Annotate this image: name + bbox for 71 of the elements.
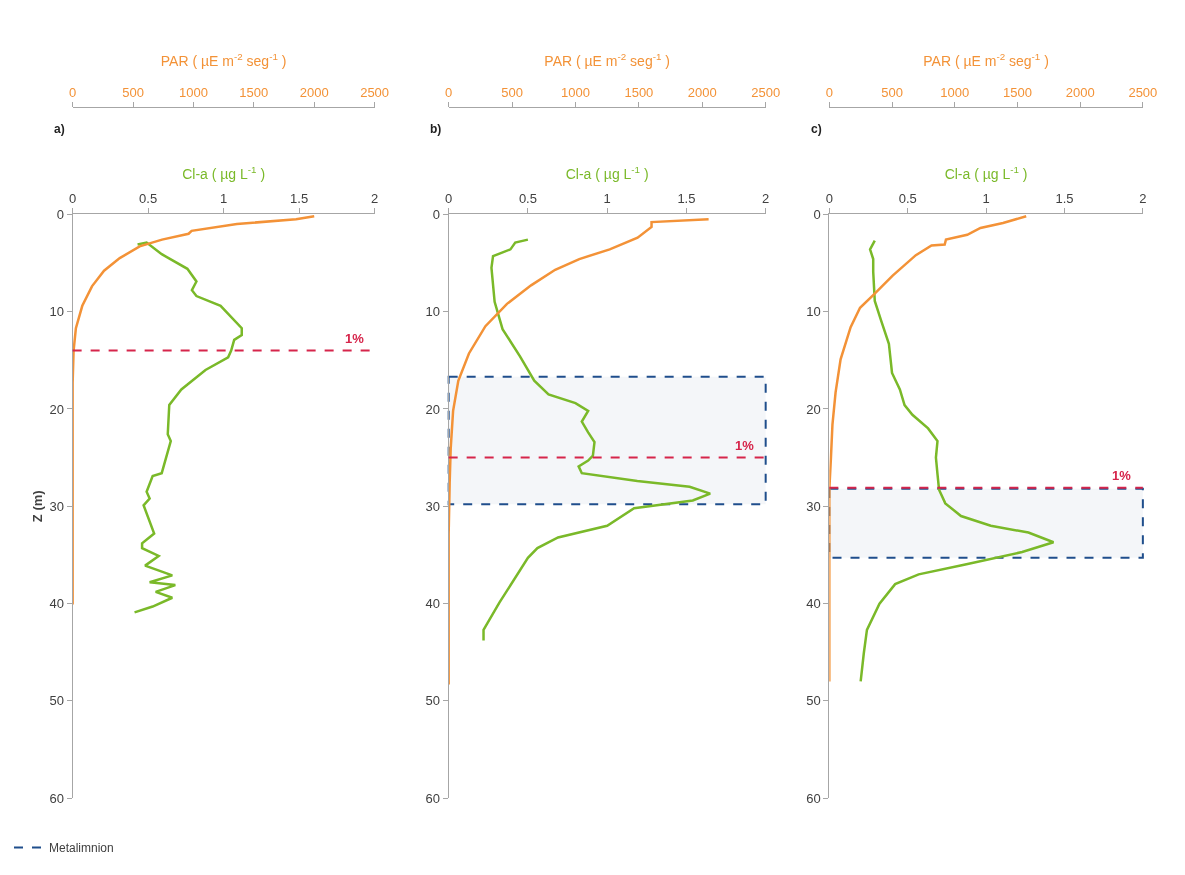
annotation: 1% bbox=[1112, 468, 1132, 483]
y-tick-label: 0 bbox=[813, 206, 821, 222]
x2-tick-label: 2000 bbox=[687, 85, 717, 100]
y-tick-label: 40 bbox=[49, 596, 65, 612]
line-series bbox=[482, 238, 712, 642]
x2-tick-label: 0 bbox=[69, 85, 77, 100]
x-tick-label: 1 bbox=[220, 191, 228, 207]
x2-tick-label: 1500 bbox=[1002, 85, 1032, 100]
y-tick-label: 50 bbox=[806, 693, 821, 709]
y-tick-label: 10 bbox=[425, 304, 441, 320]
x2-tick-label: 2000 bbox=[1065, 85, 1095, 100]
annotation: 1% bbox=[735, 438, 755, 453]
x-tick-label: 1.5 bbox=[1055, 191, 1074, 207]
x2-tick-label: 1000 bbox=[940, 85, 970, 100]
y-tick-label: 20 bbox=[806, 401, 821, 417]
x2-tick-label: 1500 bbox=[239, 85, 269, 100]
y-tick-label: 50 bbox=[425, 693, 441, 709]
y-tick-label: 10 bbox=[49, 304, 65, 320]
y-tick-label: 0 bbox=[432, 206, 441, 222]
x2-tick-label: 0 bbox=[445, 85, 453, 100]
chart-title: b) bbox=[430, 122, 442, 136]
y-tick-label: 40 bbox=[806, 596, 821, 612]
x2-tick-label: 1500 bbox=[624, 85, 654, 100]
x2-tick-label: 2500 bbox=[360, 85, 390, 100]
x-axis-title: Cl-a ( µg L$^{-1}$ ) bbox=[944, 163, 1028, 182]
y-tick-label: 50 bbox=[49, 693, 65, 709]
x-tick-label: 0 bbox=[825, 191, 833, 207]
y-axis-title: Z (m) bbox=[29, 490, 45, 523]
chart-title: c) bbox=[811, 122, 822, 136]
x2-tick-label: 2000 bbox=[299, 85, 329, 100]
y-tick-label: 30 bbox=[806, 498, 821, 514]
y-tick-label: 0 bbox=[56, 206, 65, 222]
y-tick-label: 30 bbox=[49, 498, 65, 514]
x2-axis-title: PAR ( µE m$^{-2}$ seg$^{-1}$ ) bbox=[160, 50, 287, 69]
y-tick-label: 20 bbox=[49, 401, 65, 417]
y-tick-label: 30 bbox=[425, 498, 441, 514]
x-tick-label: 2 bbox=[762, 191, 770, 207]
line-series bbox=[859, 239, 1055, 683]
x2-tick-label: 1000 bbox=[561, 85, 590, 100]
x2-tick-label: 500 bbox=[122, 85, 144, 100]
x-tick-label: 2 bbox=[371, 191, 379, 207]
x-tick-label: 0 bbox=[445, 191, 453, 207]
x-tick-label: 1.5 bbox=[677, 191, 696, 207]
x-tick-label: 0.5 bbox=[898, 191, 917, 207]
x-tick-label: 1 bbox=[603, 191, 611, 207]
x-tick-label: 0 bbox=[69, 191, 77, 207]
y-tick-label: 20 bbox=[425, 401, 441, 417]
annotation: 1% bbox=[345, 331, 365, 346]
y-tick-label: 10 bbox=[806, 304, 821, 320]
x2-tick-label: 0 bbox=[825, 85, 833, 100]
x2-tick-label: 1000 bbox=[178, 85, 208, 100]
x-axis-title: Cl-a ( µg L$^{-1}$ ) bbox=[182, 163, 266, 182]
line-series bbox=[133, 241, 243, 614]
x2-axis-title: PAR ( µE m$^{-2}$ seg$^{-1}$ ) bbox=[544, 50, 670, 69]
y-tick-label: 60 bbox=[425, 790, 441, 806]
x-tick-label: 0.5 bbox=[518, 191, 537, 207]
x2-tick-label: 500 bbox=[501, 85, 523, 100]
x-tick-label: 2 bbox=[1139, 191, 1147, 207]
y-tick-label: 60 bbox=[49, 790, 65, 806]
x2-tick-label: 2500 bbox=[1128, 85, 1158, 100]
x2-axis-title: PAR ( µE m$^{-2}$ seg$^{-1}$ ) bbox=[923, 50, 1049, 69]
x2-tick-label: 500 bbox=[881, 85, 903, 100]
y-tick-label: 60 bbox=[806, 790, 821, 806]
x-tick-label: 1 bbox=[982, 191, 990, 207]
x-axis-title: Cl-a ( µg L$^{-1}$ ) bbox=[565, 163, 649, 182]
legend-label: Metalimnion bbox=[49, 841, 114, 856]
chart-title: a) bbox=[54, 122, 65, 136]
y-tick-label: 40 bbox=[425, 596, 441, 612]
x-tick-label: 0.5 bbox=[139, 191, 158, 207]
x2-tick-label: 2500 bbox=[751, 85, 781, 100]
x-tick-label: 1.5 bbox=[290, 191, 309, 207]
